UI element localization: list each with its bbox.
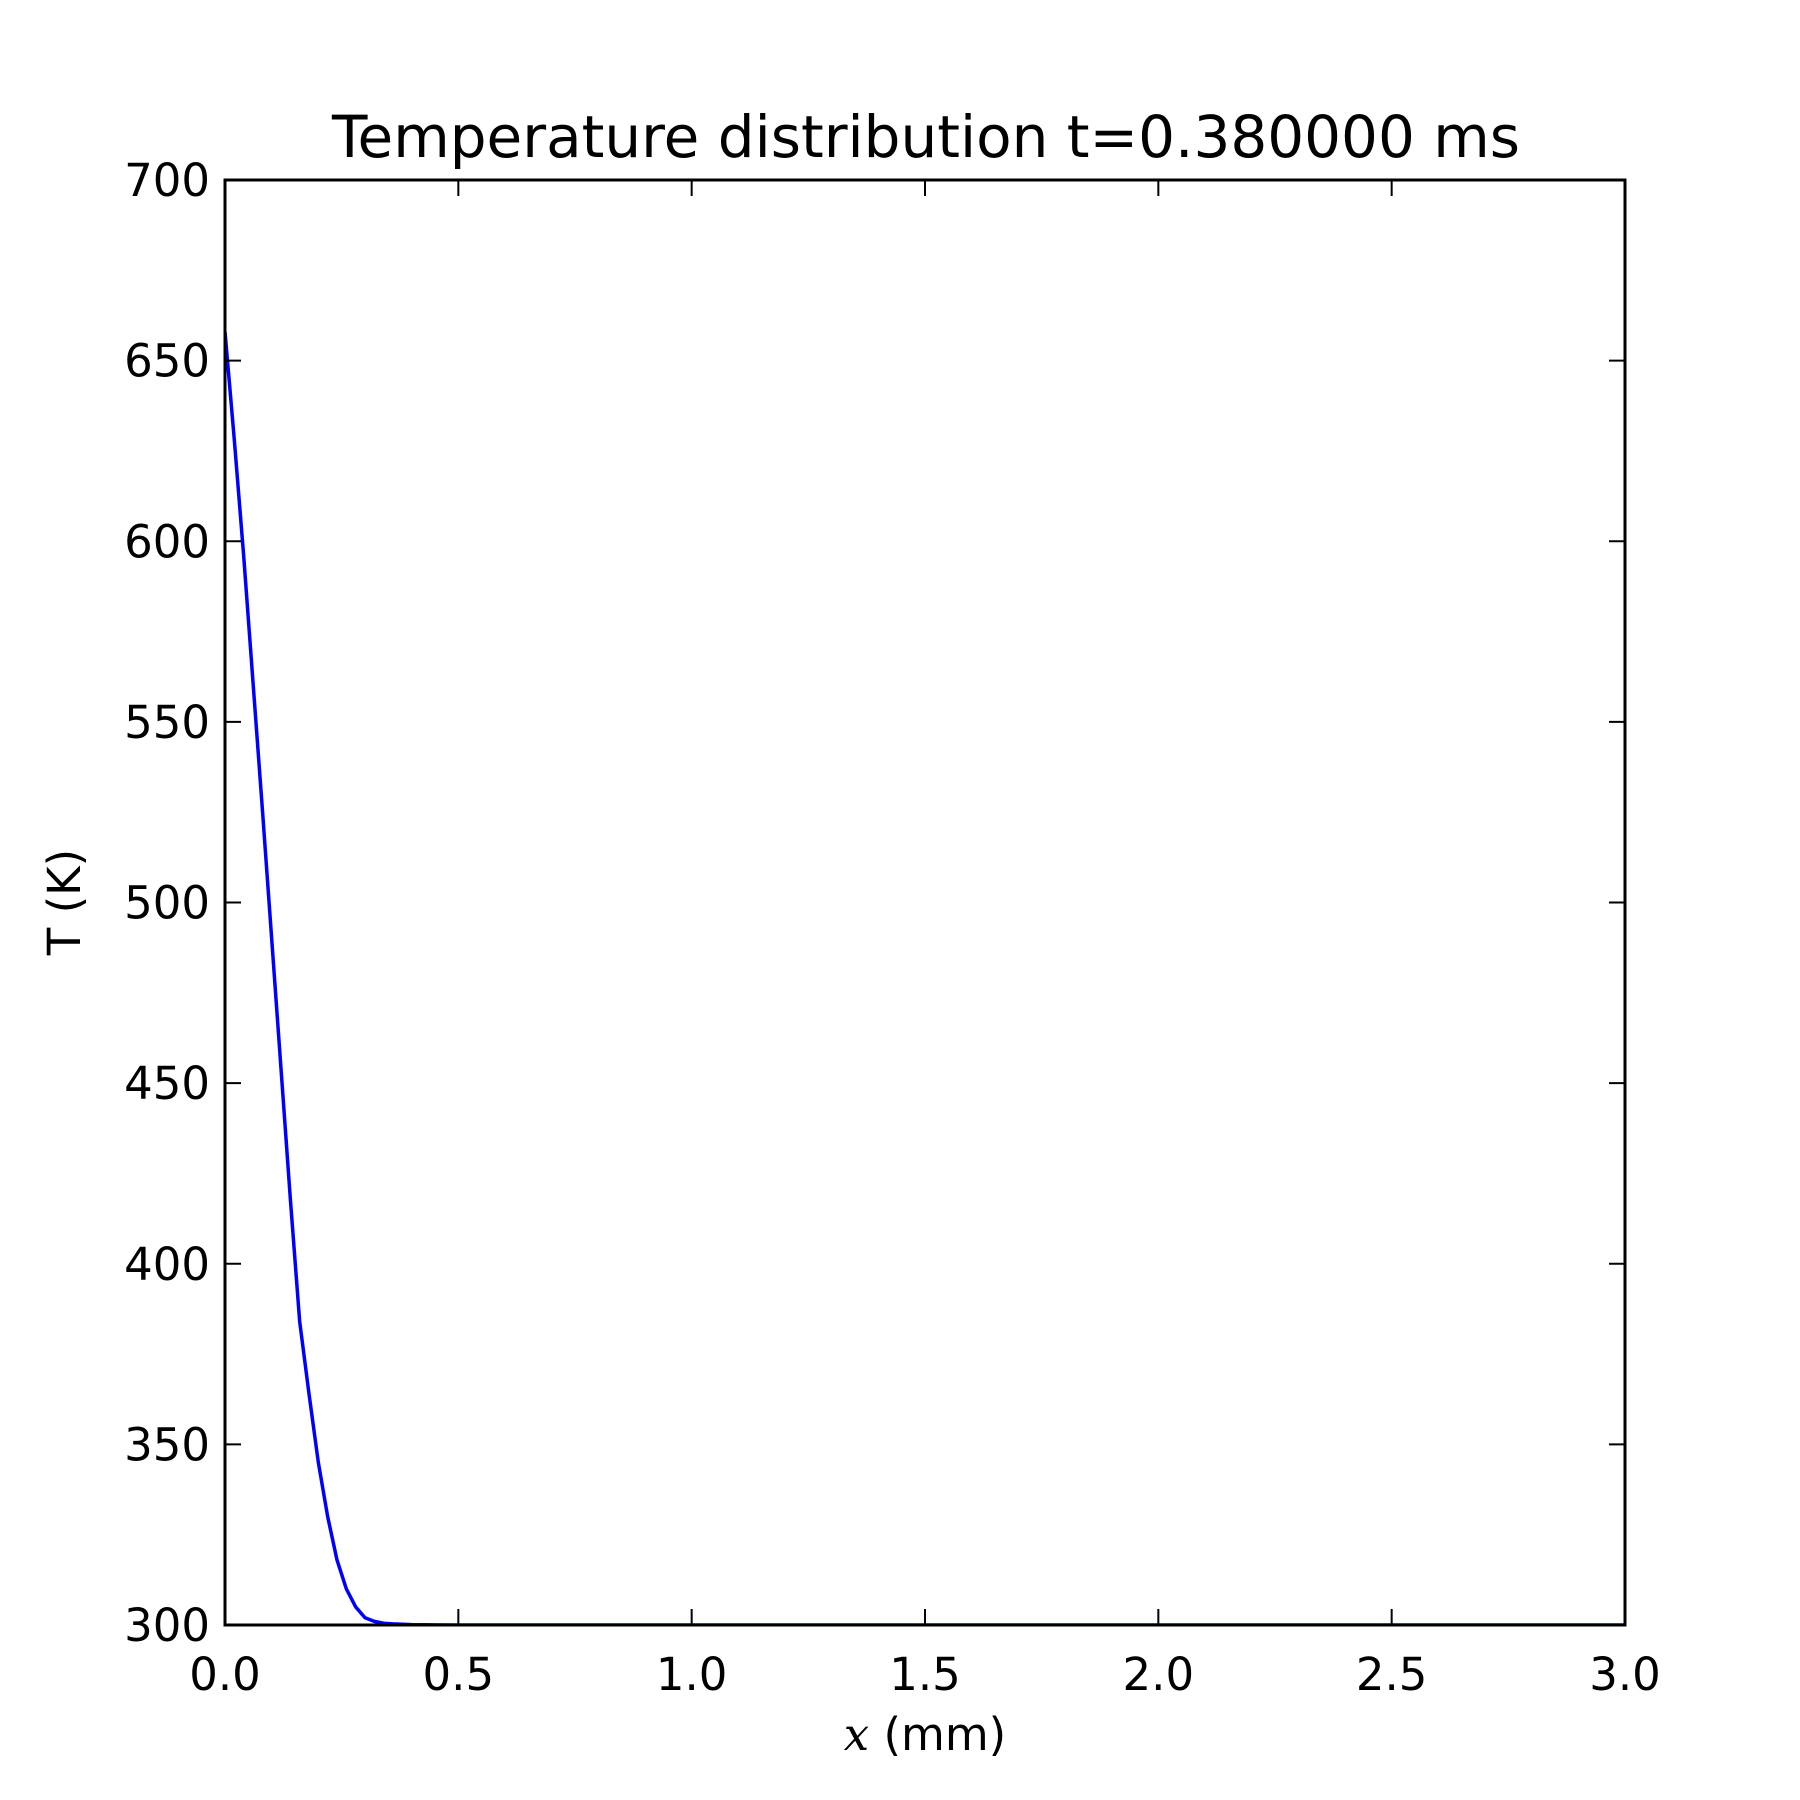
y-tick-label: 550 xyxy=(124,696,210,749)
x-tick-label: 0.0 xyxy=(189,1648,261,1701)
x-tick-label: 0.5 xyxy=(423,1648,495,1701)
x-tick-label: 3.0 xyxy=(1589,1648,1661,1701)
x-tick-label: 2.5 xyxy=(1356,1648,1428,1701)
x-tick-label: 2.0 xyxy=(1123,1648,1195,1701)
x-axis: 0.0 0.5 1.0 1.5 2.0 2.5 3.0 xyxy=(189,180,1661,1701)
y-tick-label: 500 xyxy=(124,877,210,930)
y-tick-label: 700 xyxy=(124,154,210,207)
x-tick-label: 1.0 xyxy=(656,1648,728,1701)
y-tick-label: 300 xyxy=(124,1599,210,1652)
y-tick-label: 600 xyxy=(124,515,210,568)
y-tick-label: 350 xyxy=(124,1418,210,1471)
x-tick-label: 1.5 xyxy=(889,1648,961,1701)
y-tick-label: 450 xyxy=(124,1057,210,1110)
y-tick-label: 400 xyxy=(124,1238,210,1291)
x-axis-variable: x xyxy=(844,1708,869,1761)
x-axis-label: x (mm) xyxy=(844,1708,1006,1761)
x-axis-unit: (mm) xyxy=(869,1708,1006,1761)
y-axis-label: T (K) xyxy=(38,849,91,956)
y-tick-label: 650 xyxy=(124,335,210,388)
y-axis: 300 350 400 450 500 550 600 650 700 xyxy=(124,154,1625,1652)
chart-title: Temperature distribution t=0.380000 ms xyxy=(331,103,1520,171)
